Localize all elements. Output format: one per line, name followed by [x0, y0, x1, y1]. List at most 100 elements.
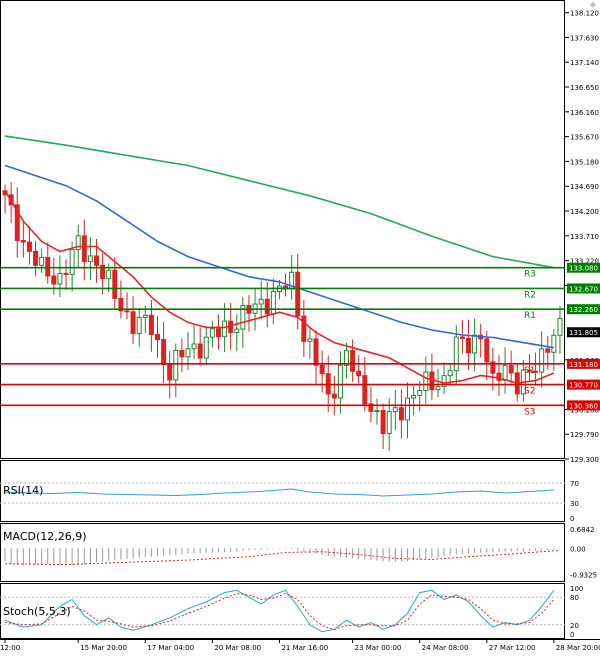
candle-body	[392, 407, 398, 413]
candle-body	[154, 333, 160, 341]
price-tick-label: 138.120	[570, 10, 599, 18]
time-tick-label: 24 Mar 08:00	[422, 644, 469, 652]
candle-body	[69, 249, 75, 275]
candle-body	[106, 269, 112, 280]
price-tick-label: 134.690	[570, 183, 599, 191]
current-price-tag-text: 131.805	[569, 329, 598, 337]
panel-frames	[0, 0, 600, 640]
candle-body	[313, 338, 319, 366]
candle-body	[81, 235, 87, 263]
candle-body	[185, 348, 191, 358]
pivot-price-tag-text: 133.080	[569, 265, 598, 273]
price-tick-label: 135.180	[570, 158, 599, 166]
candle-body	[337, 364, 343, 399]
candle-body	[100, 264, 106, 280]
price-tick-label: 137.630	[570, 34, 599, 42]
time-tick-label: 28 Mar 20:00	[556, 644, 600, 652]
candle-body	[118, 297, 124, 312]
moving-average-line-1	[4, 164, 555, 349]
candle-body	[380, 410, 386, 435]
time-axis: 12:00 15 Mar 20:00 17 Mar 04:00 20 Mar 08:0…	[0, 639, 600, 652]
candle-body	[490, 361, 496, 374]
time-tick-label: 21 Mar 16:00	[281, 644, 328, 652]
pivot-price-tag-text: 132.260	[569, 306, 598, 314]
moving-average-line-2	[4, 190, 555, 384]
candle-body	[148, 314, 154, 335]
candle-body	[526, 369, 532, 372]
candle-body	[161, 339, 167, 366]
pivot-level-label: R3	[524, 270, 536, 280]
window-menu-icon[interactable]: ◆	[589, 0, 596, 9]
price-tick-label: 137.140	[570, 59, 599, 67]
rsi-title: RSI(14)	[3, 484, 43, 497]
price-tick-label: 133.710	[570, 233, 599, 241]
candle-body	[551, 334, 557, 353]
time-tick-label: 20 Mar 08:00	[214, 644, 261, 652]
pivot-level-label: R2	[524, 290, 536, 300]
price-tick-label: 136.160	[570, 109, 599, 117]
candle-body	[386, 411, 392, 435]
candle-body	[331, 393, 337, 399]
rsi-tick-label: 70	[570, 480, 579, 488]
candle-body	[484, 338, 490, 363]
candle-body	[136, 316, 142, 334]
candle-body	[258, 298, 264, 305]
pivot-price-tag	[567, 283, 600, 294]
candle-body	[209, 328, 215, 338]
macd-tick-label: 0.6842	[570, 526, 595, 534]
panel-border-rsi	[0, 460, 565, 522]
candle-body	[87, 255, 93, 263]
candle-body	[63, 272, 69, 275]
candle-body	[191, 343, 197, 350]
candle-body	[539, 348, 545, 373]
candle-body	[356, 370, 362, 377]
rsi-line	[4, 488, 554, 497]
pivot-price-tag	[567, 304, 600, 315]
candle-body	[307, 338, 313, 342]
candle-body	[264, 298, 270, 315]
stoch-tick-label: 80	[570, 594, 579, 602]
candle-body	[447, 370, 453, 377]
current-price-tag	[567, 327, 600, 338]
candle-body	[398, 407, 404, 421]
candle-body	[14, 204, 20, 242]
candle-body	[234, 328, 240, 334]
price-tick-label: 135.670	[570, 134, 599, 142]
candle-body	[508, 365, 514, 374]
pivot-level-label: S1	[524, 366, 535, 376]
candle-body	[20, 240, 26, 243]
candle-body	[203, 336, 209, 359]
candle-body	[533, 370, 539, 373]
candle-body	[179, 349, 185, 358]
candle-body	[453, 336, 459, 372]
candle-body	[350, 350, 356, 372]
rsi-tick-label: 0	[570, 515, 574, 523]
macd-panel: 0.6842 0.00 -0.9325 MACD(12,26,9)	[3, 526, 597, 579]
candle-body	[45, 256, 51, 277]
candle-body	[167, 364, 173, 381]
candle-body	[173, 349, 179, 381]
candle-body	[301, 315, 307, 342]
candle-body	[417, 390, 423, 396]
stoch-tick-label: 0	[570, 631, 574, 639]
pivot-level-label: S3	[524, 407, 535, 417]
time-tick-label: 17 Mar 04:00	[147, 644, 194, 652]
pivot-price-tag	[567, 358, 600, 369]
candle-body	[270, 290, 276, 315]
candle-body	[295, 271, 301, 317]
candle-body	[545, 348, 551, 353]
candle-body	[197, 343, 203, 359]
candle-body	[344, 350, 350, 366]
candle-body	[423, 371, 429, 392]
candle-body	[240, 304, 246, 330]
pivot-price-tag	[567, 400, 600, 411]
time-tick-label: 23 Mar 00:00	[355, 644, 402, 652]
candle-body	[362, 375, 368, 405]
price-tick-label: 129.300	[570, 456, 599, 464]
stoch-signal-line	[4, 592, 555, 630]
pivot-level-label: R1	[524, 311, 536, 321]
stoch-tick-label: 20	[570, 622, 579, 630]
candle-body	[405, 397, 411, 421]
